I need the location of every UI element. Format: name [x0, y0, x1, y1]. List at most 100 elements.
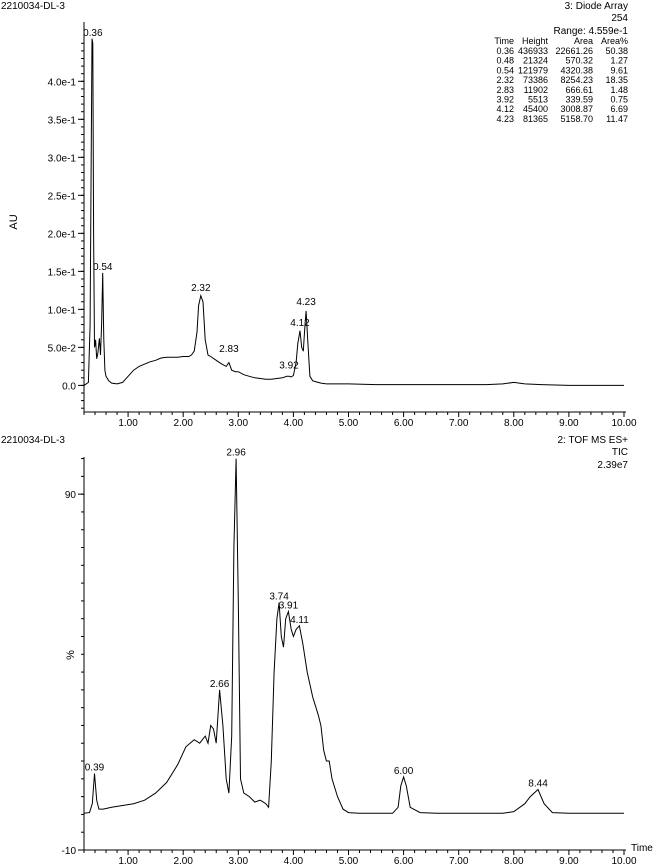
peak-label: 2.32: [191, 283, 211, 294]
x-tick-label: 1.00: [118, 418, 138, 429]
peak-table-cell: 0.36: [496, 46, 514, 56]
peak-label: 6.00: [394, 766, 414, 777]
x-tick-label: 9.00: [559, 856, 579, 866]
y-tick-label: 1.5e-1: [48, 267, 77, 278]
peak-table-cell: 9.61: [610, 65, 628, 75]
x-tick-label: 2.00: [173, 856, 193, 866]
peak-table-cell: 0.48: [496, 56, 514, 66]
peak-table-cell: 666.61: [565, 85, 593, 95]
detector-label: 2: TOF MS ES+: [558, 435, 629, 446]
peak-table-cell: 18.35: [605, 75, 628, 85]
peak-label: 0.36: [83, 28, 103, 39]
x-tick-label: 6.00: [394, 418, 414, 429]
y-tick-label: 2.0e-1: [48, 229, 77, 240]
y-axis-label: %: [65, 650, 77, 660]
peak-table-cell: 5513: [528, 95, 548, 105]
y-tick-label: 4.0e-1: [48, 77, 77, 88]
range-label: Range: 4.559e-1: [553, 26, 628, 37]
peak-label: 3.74: [269, 592, 289, 603]
x-tick-label: 10.00: [611, 856, 636, 866]
x-tick-label: 2.00: [173, 418, 193, 429]
peak-table-cell: 4320.38: [560, 65, 593, 75]
peak-table-cell: 50.38: [605, 46, 628, 56]
peak-table-cell: 1.48: [610, 85, 628, 95]
peak-table-cell: 73386: [523, 75, 548, 85]
y-tick-label: 5.0e-2: [48, 343, 77, 354]
x-tick-label: 8.00: [504, 418, 524, 429]
peak-table-cell: 4.12: [496, 104, 514, 114]
y-axis-label: AU: [8, 214, 20, 229]
x-axis-label: Time: [631, 843, 653, 854]
peak-table-cell: 3008.87: [560, 104, 593, 114]
peak-label: 0.39: [85, 762, 105, 773]
y-tick-label: 3.5e-1: [48, 115, 77, 126]
x-tick-label: 7.00: [449, 418, 469, 429]
x-tick-label: 10.00: [611, 418, 636, 429]
y-tick-label: 0.0: [62, 381, 76, 392]
y-tick-label: 1.0e-1: [48, 305, 77, 316]
peak-label: 8.44: [528, 779, 548, 790]
wavelength-label: 254: [611, 13, 628, 24]
x-tick-label: 7.00: [449, 856, 469, 866]
peak-table-cell: 8254.23: [560, 75, 593, 85]
peak-table-cell: 2.32: [496, 75, 514, 85]
peak-label: 3.92: [279, 361, 299, 372]
peak-label: 4.12: [290, 318, 310, 329]
tof-ms-panel: 2210034-DL-3 2: TOF MS ES+ TIC 2.39e7 % …: [1, 435, 653, 866]
detector-label: 3: Diode Array: [565, 1, 628, 12]
diode-array-panel: 2210034-DL-3 3: Diode Array 254 Range: 4…: [1, 1, 637, 429]
peak-table-header-height: Height: [522, 36, 549, 46]
peak-label: 0.54: [93, 262, 113, 273]
peak-table-cell: 570.32: [565, 56, 593, 66]
axes: [83, 457, 626, 851]
tic-trace: [83, 458, 624, 814]
peak-table-header-area: Area: [574, 36, 593, 46]
peak-table-cell: 6.69: [610, 104, 628, 114]
x-tick-label: 1.00: [118, 856, 138, 866]
peak-table-cell: 11.47: [606, 114, 628, 124]
peak-label: 2.66: [210, 679, 230, 690]
peak-table-cell: 0.54: [496, 65, 514, 75]
peak-table-cell: 436933: [518, 46, 548, 56]
peak-table-cell: 1.27: [610, 56, 628, 66]
y-tick-label: 90: [65, 490, 77, 501]
peak-label: 3.91: [279, 601, 299, 612]
trace-type-label: TIC: [612, 447, 628, 458]
x-tick-label: 3.00: [229, 856, 249, 866]
peak-label: 4.11: [290, 615, 309, 626]
peak-table-cell: 4.23: [496, 114, 514, 124]
x-tick-label: 3.00: [229, 418, 249, 429]
x-tick-label: 5.00: [339, 418, 359, 429]
x-tick-label: 8.00: [504, 856, 524, 866]
y-tick-label: 2.5e-1: [48, 191, 77, 202]
y-tick-label: 3.0e-1: [48, 153, 77, 164]
x-tick-label: 6.00: [394, 856, 414, 866]
y-tick-label: -10: [62, 846, 77, 857]
peak-table-cell: 2.83: [496, 85, 514, 95]
x-tick-label: 4.00: [284, 418, 304, 429]
peak-label: 2.96: [226, 448, 246, 459]
peak-table-cell: 0.75: [610, 95, 628, 105]
peak-table-cell: 45400: [523, 104, 548, 114]
peak-table-cell: 5158.70: [560, 114, 593, 124]
peak-label: 4.23: [296, 297, 316, 308]
peak-table-header-time: Time: [494, 36, 514, 46]
x-tick-label: 9.00: [559, 418, 579, 429]
sample-name: 2210034-DL-3: [1, 1, 65, 12]
diode-array-trace: [83, 38, 624, 386]
peak-table-cell: 81365: [523, 114, 548, 124]
sample-name: 2210034-DL-3: [1, 435, 65, 446]
peak-table: Time Height Area Area% 0.36 436933 22661.2…: [494, 36, 628, 124]
peak-table-cell: 3.92: [496, 95, 514, 105]
peak-table-cell: 11902: [524, 85, 548, 95]
peak-table-cell: 121979: [518, 65, 548, 75]
intensity-label: 2.39e7: [597, 460, 628, 471]
peak-table-cell: 339.59: [565, 95, 593, 105]
peak-table-header-area-pct: Area%: [601, 36, 628, 46]
x-tick-label: 5.00: [339, 856, 359, 866]
peak-label: 2.83: [219, 344, 239, 355]
x-tick-label: 4.00: [284, 856, 304, 866]
peak-table-cell: 21324: [523, 56, 548, 66]
peak-table-cell: 22661.26: [555, 46, 593, 56]
